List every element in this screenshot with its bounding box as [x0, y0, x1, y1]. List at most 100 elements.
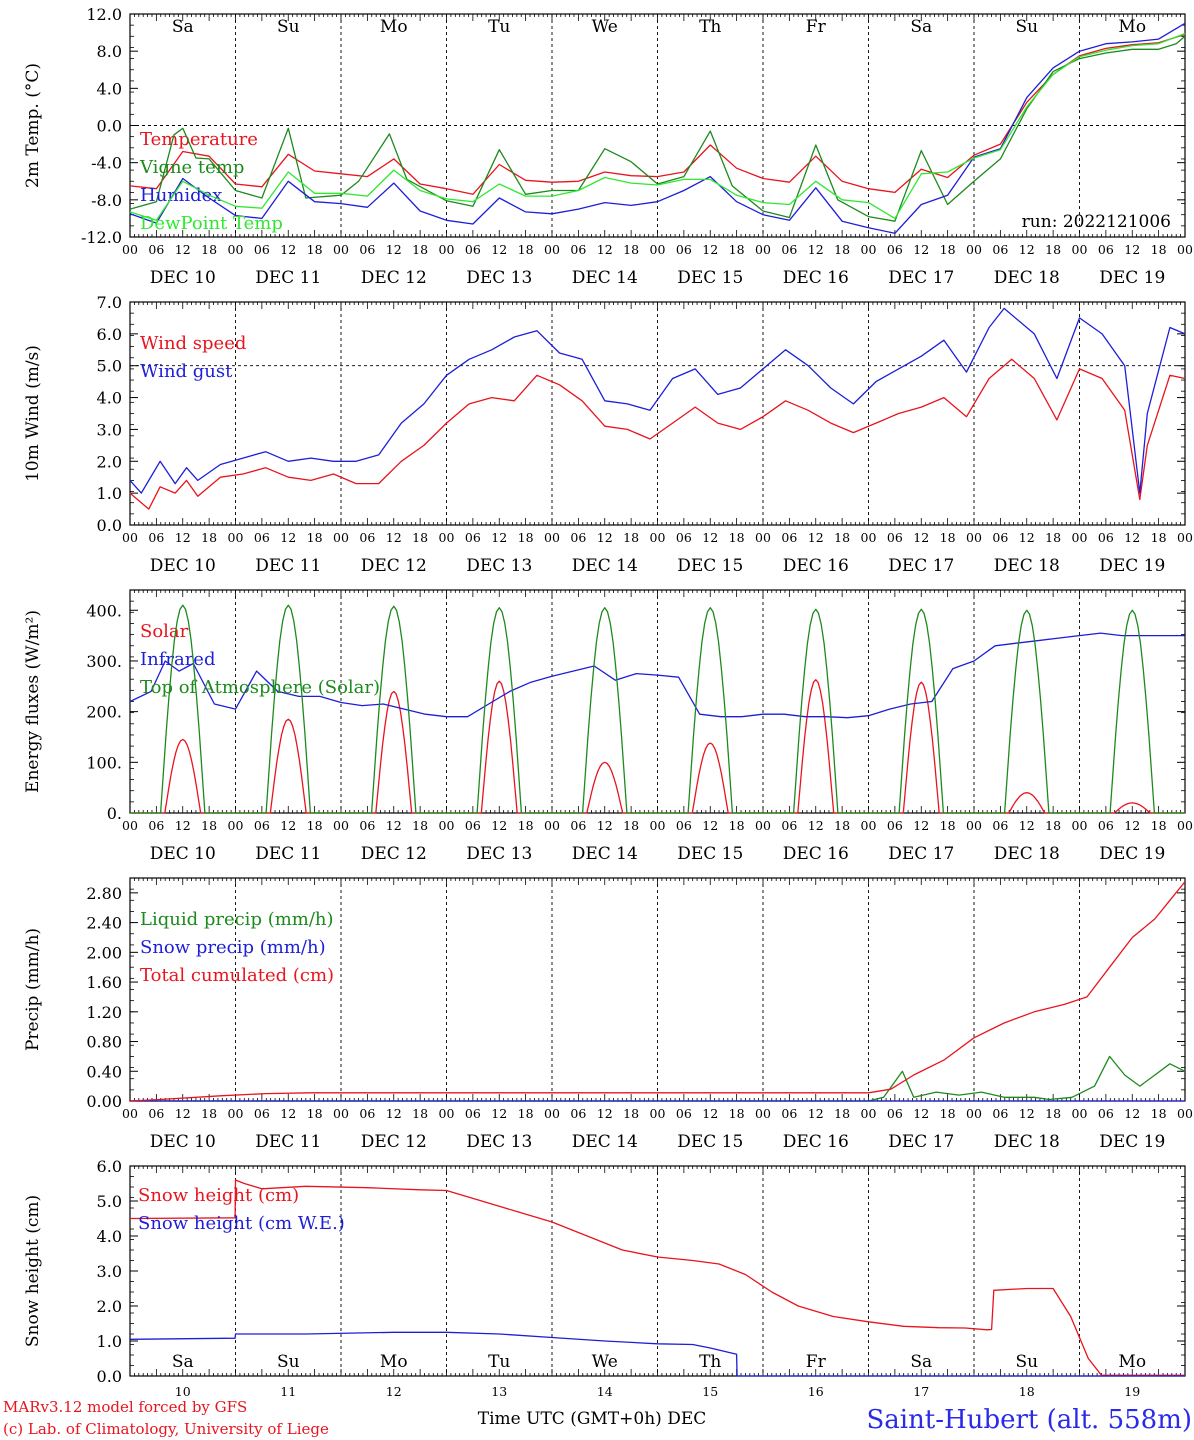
panel-frame — [129, 589, 1186, 814]
hour-label: 12 — [597, 530, 613, 545]
series-line-humidex — [129, 22, 1186, 234]
hour-label: 18 — [307, 530, 323, 545]
hour-label: 12 — [386, 818, 402, 833]
hour-label: 06 — [254, 818, 270, 833]
x-tick-label: 10 — [175, 1384, 191, 1399]
hour-label: 12 — [1019, 1106, 1035, 1121]
hour-label: 06 — [359, 818, 375, 833]
hour-label: 12 — [1019, 530, 1035, 545]
panel-5: 6.0 5.0 4.0 3.0 2.0 1.0 0.0 Snow height (cm) Sa S… — [23, 1157, 1186, 1429]
date-label: DEC 17 — [888, 1132, 954, 1152]
hour-label: 12 — [597, 818, 613, 833]
legend-entry: Snow height (cm W.E.) — [138, 1213, 345, 1234]
y-tick-label: -4.0 — [91, 154, 122, 173]
hour-label: 18 — [1045, 1106, 1061, 1121]
series-line-infrared — [129, 632, 1185, 719]
legend-entry: Humidex — [140, 185, 222, 206]
series-line-top-of-atmosphere-solar- — [130, 604, 1185, 814]
x-tick-label: 11 — [280, 1384, 296, 1399]
y-tick-label: 1.60 — [86, 973, 122, 992]
series-line-wind-gust — [129, 307, 1186, 494]
y-tick-label: 12.0 — [86, 5, 122, 24]
series-line-snow-height-cm-w-e- — [129, 1331, 1185, 1377]
weekday-label: Su — [277, 17, 300, 37]
hour-label: 12 — [175, 530, 191, 545]
hour-label: 12 — [386, 242, 402, 257]
y-tick-label: 4.0 — [97, 389, 122, 408]
hour-label: 06 — [148, 1106, 164, 1121]
hour-label: 00 — [755, 818, 771, 833]
hour-label: 06 — [887, 242, 903, 257]
hour-label: 18 — [307, 818, 323, 833]
y-tick-label: 4.0 — [97, 1227, 122, 1246]
y-tick-label: 0.0 — [97, 1367, 122, 1386]
weekday-label: Su — [1015, 17, 1038, 37]
hour-label: 18 — [729, 242, 745, 257]
date-label: DEC 14 — [572, 1132, 638, 1152]
date-label: DEC 19 — [1099, 844, 1165, 864]
hour-label: 18 — [518, 818, 534, 833]
weekday-label: Mo — [380, 1352, 408, 1372]
y-tick-label: 1.20 — [86, 1003, 122, 1022]
hour-label: 18 — [412, 530, 428, 545]
legend-entry: Wind gust — [140, 361, 233, 382]
date-label: DEC 18 — [994, 844, 1060, 864]
hour-label: 00 — [333, 242, 349, 257]
hour-label: 06 — [254, 242, 270, 257]
date-label: DEC 15 — [677, 844, 743, 864]
date-label: DEC 14 — [572, 556, 638, 576]
hour-label: 18 — [1151, 818, 1167, 833]
y-tick-label: -12.0 — [81, 228, 122, 247]
hour-label: 18 — [940, 1106, 956, 1121]
hour-label: 06 — [254, 530, 270, 545]
hour-label: 00 — [650, 1106, 666, 1121]
y-axis-title: 2m Temp. (°C) — [23, 63, 43, 188]
y-tick-label: 1.0 — [97, 1332, 122, 1351]
hour-label: 18 — [834, 242, 850, 257]
y-tick-label: 400. — [86, 601, 122, 620]
hour-label: 06 — [465, 818, 481, 833]
hour-label: 12 — [280, 242, 296, 257]
hour-label: 00 — [439, 1106, 455, 1121]
hour-label: 18 — [1045, 818, 1061, 833]
y-tick-label: 7.0 — [97, 293, 122, 312]
date-label: DEC 17 — [888, 556, 954, 576]
legend-entry: DewPoint Temp — [140, 213, 283, 234]
hour-label: 00 — [333, 1106, 349, 1121]
date-label: DEC 14 — [572, 268, 638, 288]
y-tick-label: 6.0 — [97, 1157, 122, 1176]
x-tick-label: 14 — [597, 1384, 613, 1399]
hour-label: 18 — [940, 530, 956, 545]
hour-label: 00 — [333, 530, 349, 545]
hour-label: 18 — [412, 242, 428, 257]
hour-label: 00 — [1177, 530, 1193, 545]
weekday-label: Mo — [1118, 17, 1146, 37]
x-tick-label: 12 — [386, 1384, 402, 1399]
hour-label: 12 — [491, 1106, 507, 1121]
weekday-label: Su — [277, 1352, 300, 1372]
hour-label: 00 — [861, 242, 877, 257]
hour-label: 00 — [650, 530, 666, 545]
y-tick-label: -8.0 — [91, 191, 122, 210]
hour-label: 00 — [122, 818, 138, 833]
hour-label: 06 — [570, 818, 586, 833]
series-line-vigne-temp — [129, 35, 1186, 222]
hour-label: 12 — [386, 1106, 402, 1121]
series-line-temperature — [129, 33, 1186, 195]
hour-label: 00 — [1072, 530, 1088, 545]
legend-entry: Wind speed — [140, 333, 246, 354]
series-line-total-cumulated-cm- — [129, 881, 1186, 1102]
hour-label: 18 — [729, 1106, 745, 1121]
hour-label: 12 — [175, 818, 191, 833]
hour-label: 06 — [992, 1106, 1008, 1121]
hour-label: 06 — [781, 530, 797, 545]
hour-label: 12 — [702, 1106, 718, 1121]
weekday-label: We — [592, 1352, 618, 1372]
hour-label: 18 — [623, 1106, 639, 1121]
hour-label: 06 — [570, 1106, 586, 1121]
y-tick-label: 2.00 — [86, 943, 122, 962]
hour-label: 18 — [518, 242, 534, 257]
date-label: DEC 11 — [255, 1132, 321, 1152]
hour-label: 00 — [228, 242, 244, 257]
date-label: DEC 10 — [150, 556, 216, 576]
